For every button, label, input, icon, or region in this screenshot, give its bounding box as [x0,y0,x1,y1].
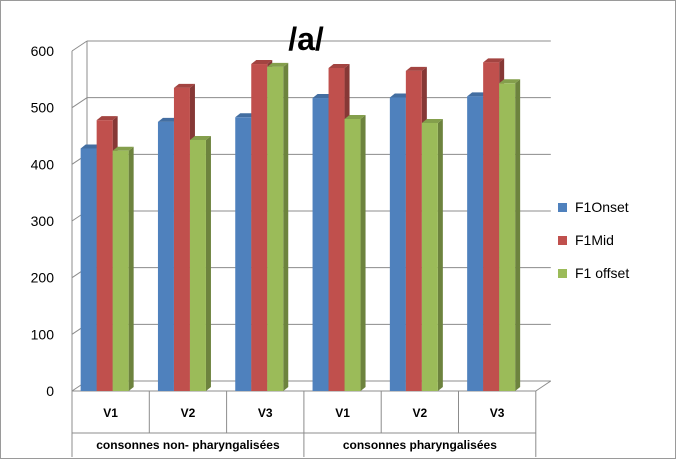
bar-front [405,70,422,391]
bar-top [499,79,521,84]
bar-side [437,118,443,391]
y-tick-label: 500 [31,100,55,116]
bar-front [499,83,516,392]
x-group-label: consonnes non- pharyngalisées [96,438,280,452]
x-category-label: V3 [490,406,505,420]
bar-f1-offset [421,118,443,391]
y-tick-label: 0 [46,383,54,399]
bar-side [283,62,289,391]
x-category-label: V3 [258,406,273,420]
x-category-label: V1 [335,406,350,420]
bar-front [389,97,406,391]
bar-side [205,135,211,391]
bar-side [128,146,134,391]
legend-swatch [558,203,567,212]
bar-top [80,144,102,149]
bar-f1-offset [112,146,134,391]
x-category-label: V2 [413,406,428,420]
legend-label: F1Onset [575,199,629,215]
bar-top [344,115,366,119]
bar-front [96,120,113,391]
bar-top [467,92,489,97]
bar-front [80,148,97,391]
bar-top [157,117,179,122]
bar-f1-offset [344,115,366,391]
bar-top [483,58,505,63]
bar-front [328,68,345,391]
legend-swatch [558,269,567,278]
bar-front [344,119,361,391]
bar-front [235,117,252,392]
bar-top [235,113,257,118]
y-tick-label: 400 [31,156,55,172]
floor-right-edge [535,380,552,392]
gridline-depth [71,40,88,52]
bar-top [328,64,350,68]
bar-front [312,98,329,392]
bar-side [515,79,521,392]
bar-top [405,66,427,71]
bar-top [189,135,211,140]
bar-top [421,118,443,123]
y-tick-label: 200 [31,270,55,286]
bar-front [483,62,500,391]
bar-front [173,87,190,391]
bar-top [389,93,411,98]
x-group-label: consonnes pharyngalisées [343,438,497,452]
bar-front [267,66,284,391]
bar-front [421,122,438,391]
bar-f1-offset [499,79,521,392]
bar-side [360,115,366,391]
bar-front [251,64,268,392]
bar-f1-offset [189,135,211,391]
legend-swatch [558,236,567,245]
bar-front [157,121,174,391]
bar-front [189,139,206,391]
bar-top [267,62,289,67]
bar-front [467,96,484,391]
bar-top [173,83,195,88]
legend-label: F1Mid [575,232,614,248]
y-tick-label: 100 [31,326,55,342]
x-category-label: V1 [103,406,118,420]
bar-top [96,116,118,121]
bar-top [312,94,334,99]
x-category-label: V2 [181,406,196,420]
bar-top [251,60,273,65]
y-tick-label: 300 [31,213,55,229]
legend-label: F1 offset [575,265,629,281]
bar-top [112,146,134,151]
bar-f1-offset [267,62,289,391]
y-tick-label: 600 [31,43,55,59]
chart-title: /a/ [288,21,324,57]
gridline-depth [71,97,88,109]
bar-front [112,150,129,391]
